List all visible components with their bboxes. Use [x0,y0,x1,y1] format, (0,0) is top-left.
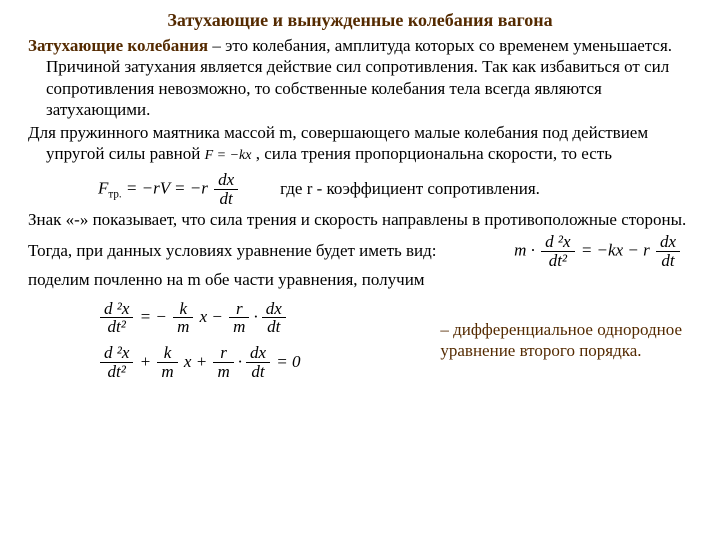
paragraph-5: поделим почленно на m обе части уравнени… [28,269,692,290]
eq3-dxnum: dx [262,300,286,319]
paragraph-4: Тогда, при данных условиях уравнение буд… [28,240,437,261]
p2-text-b: , сила трения пропорциональна скорости, … [251,144,612,163]
eq3-mid1: = − [135,307,171,326]
equation-4: d ²xdt² + km x + rm·dxdt = 0 [98,344,301,381]
eq4-x: x + [180,352,212,371]
paragraph-3: Знак «-» показывает, что сила трения и с… [28,209,692,230]
final-equations-row: d ²xdt² = − km x − rm·dxdt d ²xdt² + km … [28,297,692,384]
eq4-m2: m [213,363,233,381]
inline-formula-f-kx: F = −kx [205,148,252,163]
eq3-m2: m [229,318,249,336]
page-title: Затухающие и вынужденные колебания вагон… [28,10,692,31]
term-damped: Затухающие колебания [28,36,208,55]
paragraph-1: Затухающие колебания – это колебания, ам… [28,35,692,120]
eq4-frac-k: km [157,344,177,381]
eq4-k: k [157,344,177,363]
formula-friction-row: Fтр. = −rV = −r dxdt где r - коэффициент… [98,171,692,208]
formula-motion: m · d ²xdt² = −kx − r dxdt [514,233,692,270]
eq4-dxden: dt [246,363,270,381]
note-line-1: – дифференциальное однородное [440,319,682,340]
eq4-zero: = 0 [272,352,300,371]
eq3-frac1: d ²xdt² [100,300,133,337]
eq2-den2: dt [656,252,680,270]
f-eq: = −rV = −r [122,178,212,197]
eq4-frac-r: rm [213,344,233,381]
side-note-block: – дифференциальное однородное уравнение … [360,297,692,362]
friction-coef-text: где r - коэффициент сопротивления. [280,179,540,199]
f-lhs: F [98,178,108,197]
note-line-2: уравнение второго порядка. [440,340,682,361]
frac-dx-dt-2: dxdt [656,233,680,270]
frac-d2x: d ²xdt² [541,233,574,270]
eq2-rhs1: = −kx − r [577,240,654,259]
eq3-k: k [173,300,193,319]
eq3-frac-dx: dxdt [262,300,286,337]
f-sub: тр. [108,188,121,200]
eq3-lnum: d ²x [100,300,133,319]
eq4-dxnum: dx [246,344,270,363]
eq2-m: m · [514,240,539,259]
frac-dx-dt: dxdt [214,171,238,208]
paragraph-2: Для пружинного маятника массой m, соверш… [28,122,692,165]
eq4-frac-dx: dxdt [246,344,270,381]
eq3-lden: dt² [100,318,133,336]
eq3-x: x − [195,307,227,326]
equation-3: d ²xdt² = − km x − rm·dxdt [98,300,301,337]
eq4-lden: dt² [100,363,133,381]
eq2-num: d ²x [541,233,574,252]
frac-num: dx [214,171,238,190]
eq4-frac1: d ²xdt² [100,344,133,381]
paragraph-4-row: Тогда, при данных условиях уравнение буд… [28,233,692,270]
eq3-dxden: dt [262,318,286,336]
eq4-m: m [157,363,177,381]
eq3-frac-r: rm [229,300,249,337]
eq3-r: r [229,300,249,319]
equations-column: d ²xdt² = − km x − rm·dxdt d ²xdt² + km … [28,297,301,384]
eq4-plus1: + [135,352,155,371]
eq2-num2: dx [656,233,680,252]
eq3-frac-k: km [173,300,193,337]
eq4-r: r [213,344,233,363]
document-page: Затухающие и вынужденные колебания вагон… [0,0,720,394]
formula-friction: Fтр. = −rV = −r dxdt [98,171,240,208]
eq2-den: dt² [541,252,574,270]
frac-den: dt [214,190,238,208]
eq4-lnum: d ²x [100,344,133,363]
eq3-m: m [173,318,193,336]
